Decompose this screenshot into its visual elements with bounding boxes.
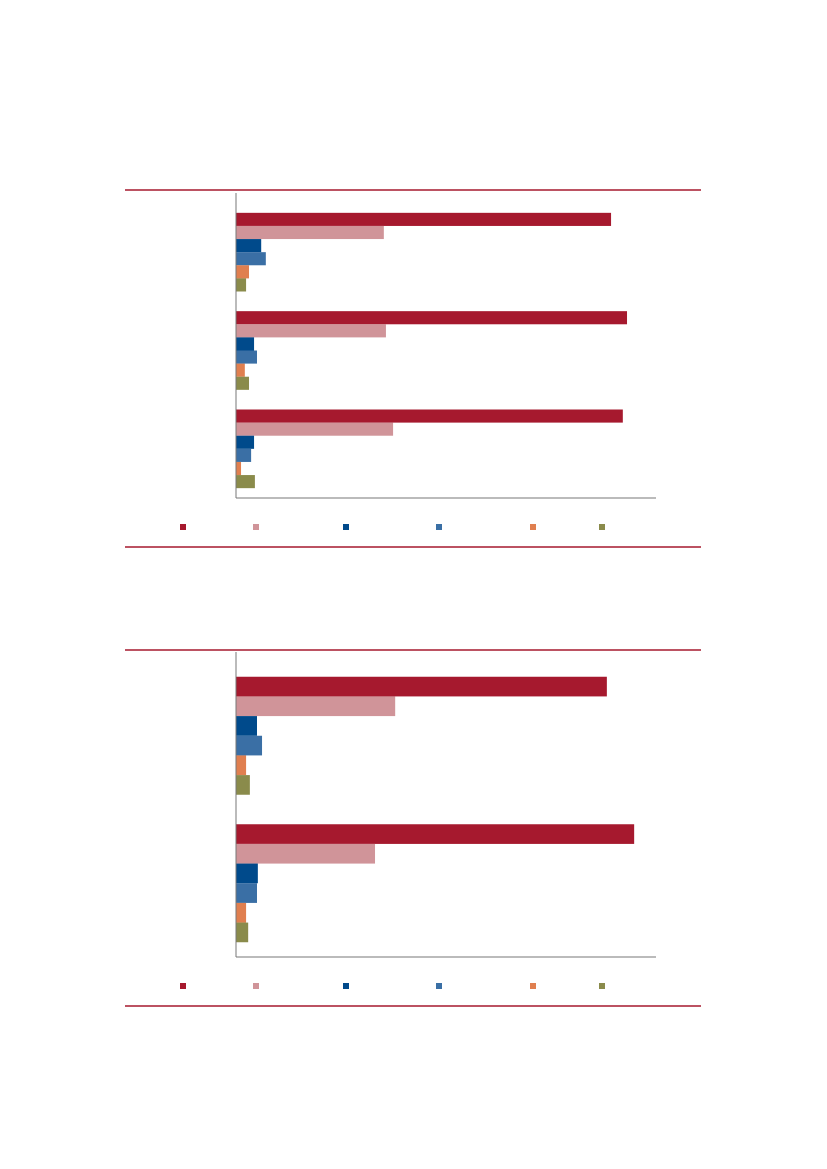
bar — [236, 922, 249, 943]
bar — [236, 409, 623, 423]
legend-marker — [530, 524, 536, 530]
legend-marker — [436, 983, 442, 989]
bar — [236, 448, 252, 462]
bar — [236, 337, 255, 351]
bar — [236, 350, 257, 364]
bar — [236, 902, 247, 923]
bar — [236, 422, 394, 436]
legend-marker — [343, 983, 349, 989]
bar — [236, 863, 258, 884]
bar — [236, 239, 262, 253]
bar — [236, 755, 247, 776]
legend-marker — [253, 524, 259, 530]
bar — [236, 735, 263, 756]
bar — [236, 676, 607, 697]
legend-marker — [343, 524, 349, 530]
bar — [236, 376, 250, 390]
legend-marker — [599, 524, 605, 530]
bar — [236, 252, 266, 266]
bar — [236, 475, 255, 489]
legend-marker — [530, 983, 536, 989]
legend-marker — [180, 524, 186, 530]
bar — [236, 363, 245, 377]
bar — [236, 311, 628, 325]
bar — [236, 265, 250, 279]
legend-marker — [253, 983, 259, 989]
bar — [236, 775, 250, 795]
legend-marker — [599, 983, 605, 989]
bar — [236, 461, 242, 476]
bar — [236, 883, 257, 903]
bar — [236, 696, 396, 717]
bar — [236, 824, 635, 844]
bar — [236, 435, 255, 449]
bar — [236, 225, 384, 240]
bar — [236, 716, 257, 736]
bar — [236, 212, 612, 226]
legend-marker — [180, 983, 186, 989]
legend-marker — [436, 524, 442, 530]
bar — [236, 278, 247, 292]
bar — [236, 843, 376, 864]
bar — [236, 324, 386, 338]
